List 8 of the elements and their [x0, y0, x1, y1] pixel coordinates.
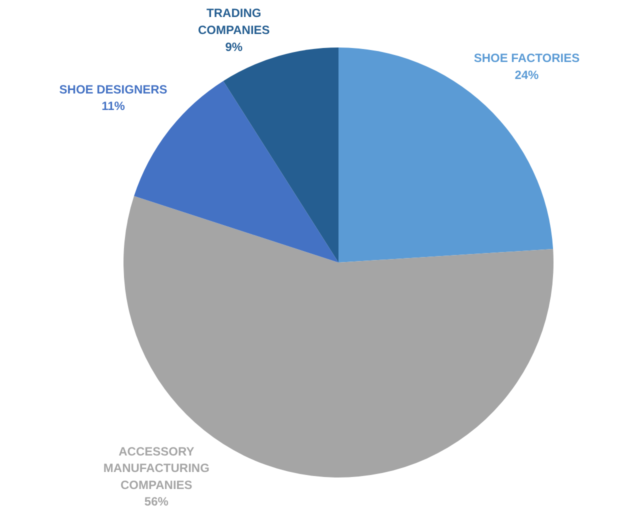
- slice-label: SHOE FACTORIES: [474, 51, 580, 66]
- data-label: 56%: [144, 494, 169, 509]
- slice-label: ACCESSORY MANUFACTURING COMPANIES: [103, 444, 210, 492]
- slice-label: SHOE DESIGNERS: [59, 82, 168, 96]
- data-label: 11%: [102, 99, 126, 114]
- data-label: 9%: [225, 40, 243, 54]
- slice-label: TRADING COMPANIES: [198, 6, 270, 37]
- data-label: 24%: [514, 68, 540, 82]
